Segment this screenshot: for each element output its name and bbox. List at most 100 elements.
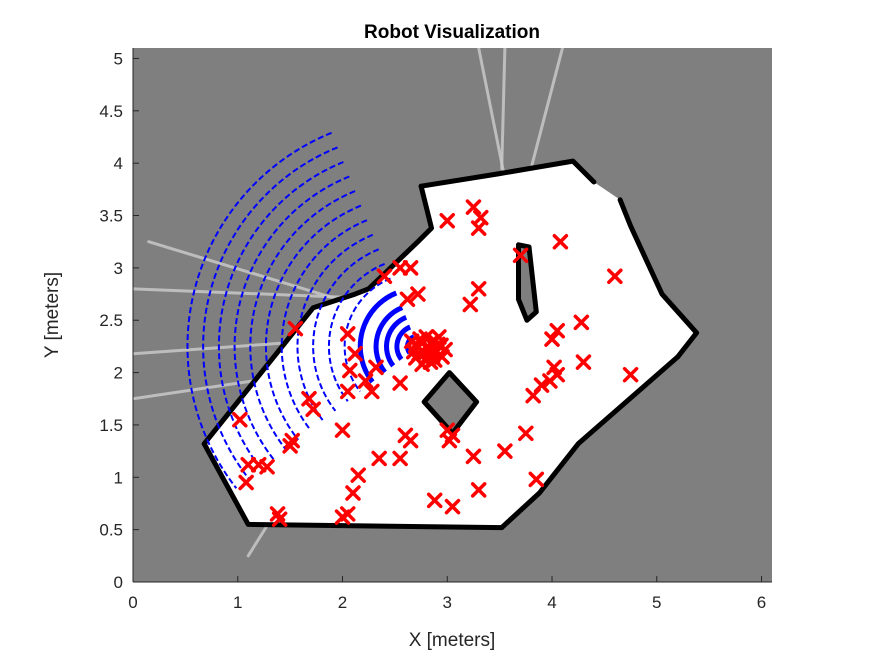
y-tick-label: 2.5: [99, 311, 123, 330]
y-tick-label: 0.5: [99, 521, 123, 540]
particle-stroke: [399, 291, 416, 308]
particle-cluster-point: [434, 349, 450, 365]
x-tick-label: 1: [233, 593, 242, 612]
particle-stroke: [434, 349, 450, 365]
stray-ray: [529, 48, 564, 170]
particle: [439, 213, 456, 229]
particle-stroke: [339, 383, 356, 400]
plot-area: [133, 48, 772, 582]
scan-arc: [296, 233, 374, 422]
particle: [573, 314, 590, 331]
particle-stroke: [259, 459, 275, 475]
particle: [371, 450, 387, 467]
particle-cloud: [232, 199, 639, 527]
particle-stroke: [473, 209, 489, 226]
scan-arc: [233, 175, 350, 460]
particle: [368, 359, 384, 376]
particle: [357, 373, 374, 389]
particle: [512, 247, 529, 264]
scan-arc: [328, 262, 385, 402]
particle-stroke: [238, 474, 254, 491]
particle-stroke: [240, 456, 256, 473]
particle-stroke: [368, 359, 384, 376]
particle: [410, 286, 426, 302]
particle: [402, 260, 419, 276]
particle: [549, 322, 566, 339]
particle-stroke: [465, 199, 482, 215]
particle-stroke: [334, 422, 351, 438]
y-tick-label: 1: [114, 468, 123, 487]
particle: [444, 427, 461, 444]
particle: [376, 268, 393, 285]
scan-arc: [357, 290, 398, 384]
particle-stroke: [392, 450, 408, 467]
particle-stroke: [622, 366, 639, 383]
occupied-wall: [201, 183, 434, 447]
scan-arc: [249, 190, 356, 451]
obstacle: [516, 242, 539, 323]
particle: [364, 383, 380, 400]
x-tick-label: 4: [547, 593, 556, 612]
particle: [287, 320, 304, 337]
particle-stroke: [232, 411, 248, 428]
scan-arc: [264, 204, 362, 441]
x-tick-label: 6: [757, 593, 766, 612]
particle: [339, 383, 356, 400]
scan-arc: [217, 161, 344, 470]
stray-ray: [500, 48, 507, 170]
x-axis-label: X [meters]: [409, 630, 496, 651]
particle: [259, 459, 275, 475]
scan-arc: [186, 131, 332, 489]
particle-stroke: [287, 320, 304, 337]
particle-stroke: [439, 213, 456, 229]
robot-marker: [408, 336, 428, 356]
particle: [465, 448, 482, 465]
particle-stroke: [512, 247, 529, 264]
particle-stroke: [575, 354, 592, 370]
particle-stroke: [444, 498, 461, 515]
particle-stroke: [552, 233, 569, 250]
y-tick-label: 4.5: [99, 102, 123, 121]
particle: [334, 422, 351, 438]
y-axis-label: Y [meters]: [42, 272, 63, 358]
particle-stroke: [402, 432, 419, 449]
particle-stroke: [470, 281, 487, 297]
particle-stroke: [546, 359, 562, 376]
particle: [240, 456, 256, 473]
particle-stroke: [542, 373, 558, 389]
particle-stroke: [376, 268, 393, 285]
occupied-wall: [201, 441, 505, 531]
particle-stroke: [544, 331, 560, 347]
particle-stroke: [549, 322, 566, 339]
particle: [402, 432, 419, 449]
particle-stroke: [350, 467, 366, 483]
particle: [232, 411, 248, 428]
particle: [345, 485, 361, 501]
particle: [542, 373, 558, 389]
x-tick-label: 3: [443, 593, 452, 612]
particle: [518, 425, 534, 442]
particle-stroke: [339, 326, 356, 342]
particle: [607, 268, 623, 285]
particle-stroke: [607, 268, 623, 285]
particle: [305, 401, 321, 417]
particle-stroke: [345, 485, 361, 501]
particle-stroke: [357, 373, 374, 389]
particle: [339, 326, 356, 342]
particle-stroke: [422, 354, 439, 370]
particle: [552, 233, 569, 250]
particle-stroke: [470, 220, 487, 236]
y-tick-label: 0: [114, 573, 123, 592]
particle-stroke: [414, 335, 430, 352]
occupied-wall: [418, 158, 597, 189]
scan-arc: [343, 277, 391, 393]
particle-stroke: [392, 260, 408, 276]
particle-stroke: [305, 401, 321, 417]
particle: [470, 220, 487, 236]
particle: [392, 375, 408, 391]
particle-stroke: [392, 375, 408, 391]
particle-stroke: [518, 425, 534, 442]
particle: [347, 345, 363, 362]
y-tick-label: 3: [114, 259, 123, 278]
